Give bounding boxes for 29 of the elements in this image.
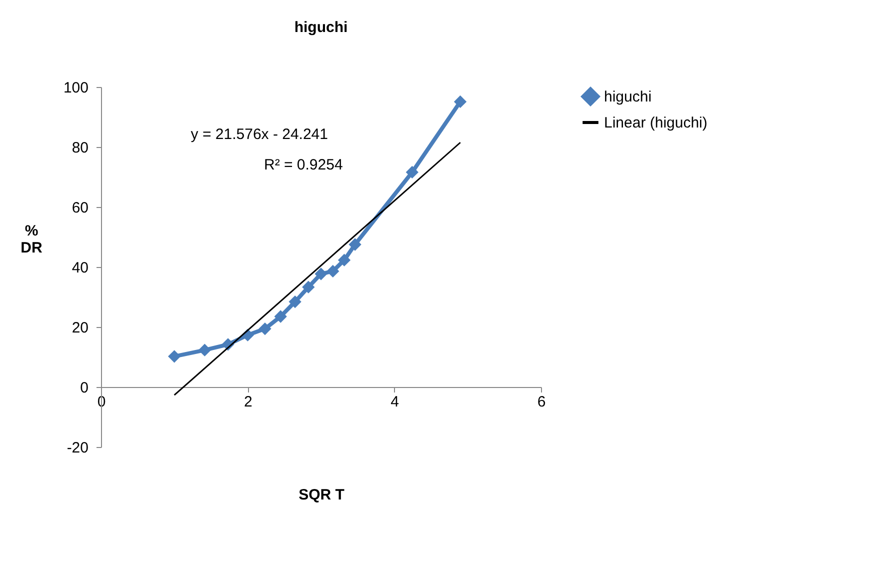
point — [406, 166, 418, 179]
y-tick-label: 80 — [72, 140, 88, 156]
y-tick-label: 100 — [63, 80, 88, 96]
annotation: y = 21.576x - 24.241 — [190, 126, 328, 143]
chart-title: higuchi — [294, 19, 348, 36]
point — [258, 322, 272, 336]
legend-label: higuchi — [604, 88, 652, 106]
y-axis-title: % DR — [20, 222, 42, 257]
y-tick-label: 60 — [72, 200, 88, 216]
point — [348, 238, 362, 251]
point — [288, 295, 302, 308]
x-tick-label: 6 — [537, 394, 546, 410]
y-tick-label: 0 — [80, 380, 88, 396]
point — [274, 310, 287, 323]
x-tick-label: 2 — [244, 394, 252, 410]
x-axis-title: SQR T — [298, 486, 344, 504]
point — [338, 254, 351, 266]
y-tick-label: -20 — [66, 440, 88, 456]
point — [454, 95, 467, 108]
y-tick-label: 20 — [72, 320, 88, 336]
y-tick-label: 40 — [72, 260, 88, 276]
point — [168, 350, 181, 363]
annotation: R² = 0.9254 — [264, 156, 343, 174]
point — [198, 344, 212, 356]
legend-label: Linear (higuchi) — [604, 114, 708, 132]
point — [302, 280, 315, 294]
point — [326, 264, 340, 278]
x-tick-label: 4 — [390, 394, 400, 410]
point — [314, 268, 328, 280]
